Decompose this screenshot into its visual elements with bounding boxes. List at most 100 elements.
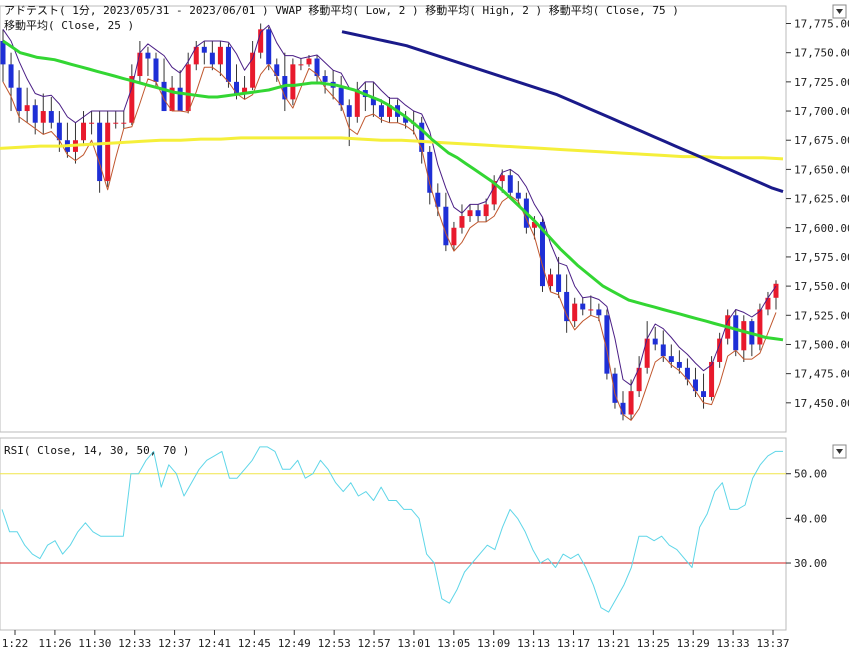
candle-body xyxy=(539,221,545,287)
price-ytick-label: 17,750.00 xyxy=(794,47,849,60)
candle-body xyxy=(459,216,465,228)
candle-body xyxy=(676,361,682,368)
candle-body xyxy=(81,122,87,141)
xtick-label: 13:21 xyxy=(597,637,630,650)
candle-body xyxy=(757,309,763,345)
candle-body xyxy=(684,367,690,380)
xtick-label: 13:09 xyxy=(477,637,510,650)
xtick-label: 13:05 xyxy=(437,637,470,650)
candle-body xyxy=(515,192,521,199)
candle-body xyxy=(153,58,159,82)
vwap-line xyxy=(0,136,784,161)
candle-body xyxy=(692,379,698,392)
candle-body xyxy=(274,64,280,77)
price-ytick-label: 17,725.00 xyxy=(794,76,849,89)
candle-body xyxy=(733,315,739,351)
candle-body xyxy=(467,210,473,217)
axes: 17,450.00 17,475.00 17,500.00 17,525.00 17,5… xyxy=(2,18,849,650)
candle-body xyxy=(564,291,570,322)
candle-body xyxy=(185,64,191,112)
candle-body xyxy=(48,111,54,123)
candle-body xyxy=(161,81,167,112)
candle-body xyxy=(242,87,248,94)
xtick-label: 13:01 xyxy=(397,637,430,650)
rsi-ytick-label: 30.00 xyxy=(794,557,827,570)
price-ytick-label: 17,675.00 xyxy=(794,134,849,147)
candle-body xyxy=(370,97,376,106)
ma75-line xyxy=(341,30,784,194)
xtick-label: 13:29 xyxy=(677,637,710,650)
xtick-label: 12:45 xyxy=(238,637,271,650)
candle-body xyxy=(427,151,433,193)
candle-body xyxy=(290,64,296,100)
candle-body xyxy=(709,361,715,397)
candle-body xyxy=(169,87,175,112)
candle-body xyxy=(403,116,409,123)
candle-body xyxy=(234,81,240,94)
candle-body xyxy=(121,122,127,124)
candle-body xyxy=(137,52,143,77)
candle-body xyxy=(346,105,352,117)
rsi-title: RSI( Close, 14, 30, 50, 70 ) xyxy=(4,444,189,457)
candle-body xyxy=(378,105,384,117)
candle-body xyxy=(282,76,288,100)
candle-body xyxy=(701,391,707,397)
ma-high-line xyxy=(2,24,777,386)
candle-body xyxy=(32,105,38,123)
price-panel-dropdown-button[interactable] xyxy=(832,4,847,19)
candle-body xyxy=(145,52,151,59)
chart-title-ma25: 移動平均( Close, 25 ) xyxy=(4,18,134,32)
xtick-label: 12:53 xyxy=(318,637,351,650)
candle-body xyxy=(604,315,610,374)
candle-body xyxy=(193,46,199,65)
candle-body xyxy=(620,402,626,415)
candle-body xyxy=(531,221,537,228)
rsi-panel-dropdown-button[interactable] xyxy=(832,444,847,459)
price-ytick-label: 17,625.00 xyxy=(794,193,849,206)
candle-body xyxy=(16,87,22,112)
candle-body xyxy=(628,391,634,415)
candle-body xyxy=(451,227,457,246)
candle-body xyxy=(475,210,481,217)
candle-body xyxy=(644,338,650,368)
candle-body xyxy=(580,303,586,310)
candle-body xyxy=(483,204,489,217)
candle-body xyxy=(596,309,602,316)
xtick-label: 1:22 xyxy=(2,637,29,650)
xtick-label: 12:41 xyxy=(198,637,231,650)
candle-body xyxy=(322,76,328,82)
candle-body xyxy=(177,87,183,112)
rsi-line xyxy=(1,446,783,613)
price-ytick-label: 17,450.00 xyxy=(794,397,849,410)
candle-body xyxy=(443,206,449,246)
chart-title: アドテスト( 1分, 2023/05/31 - 2023/06/01 ) VWA… xyxy=(4,3,679,17)
candle-body xyxy=(548,274,554,287)
candle-body xyxy=(507,175,513,193)
candle-body xyxy=(668,356,674,362)
candle-body xyxy=(201,46,207,53)
xtick-label: 11:30 xyxy=(78,637,111,650)
xtick-label: 13:17 xyxy=(557,637,590,650)
candle-body xyxy=(741,321,747,351)
xtick-label: 13:33 xyxy=(717,637,750,650)
price-panel-frame xyxy=(0,5,787,433)
candle-body xyxy=(105,122,111,182)
price-ytick-label: 17,475.00 xyxy=(794,368,849,381)
candle-body xyxy=(258,29,264,53)
candle-body xyxy=(499,175,505,182)
rsi-panel-frame xyxy=(0,437,787,631)
candle-body xyxy=(556,274,562,292)
price-ytick-label: 17,775.00 xyxy=(794,18,849,31)
candle-body xyxy=(636,367,642,392)
candle-body xyxy=(572,303,578,322)
candle-body xyxy=(97,122,103,182)
price-ytick-label: 17,550.00 xyxy=(794,280,849,293)
candle-body xyxy=(298,64,304,66)
candle-body xyxy=(217,46,223,65)
chevron-down-icon xyxy=(836,449,843,454)
ma-low-line xyxy=(2,63,777,421)
price-ytick-label: 17,525.00 xyxy=(794,309,849,322)
xtick-label: 11:26 xyxy=(38,637,71,650)
xtick-label: 12:37 xyxy=(158,637,191,650)
